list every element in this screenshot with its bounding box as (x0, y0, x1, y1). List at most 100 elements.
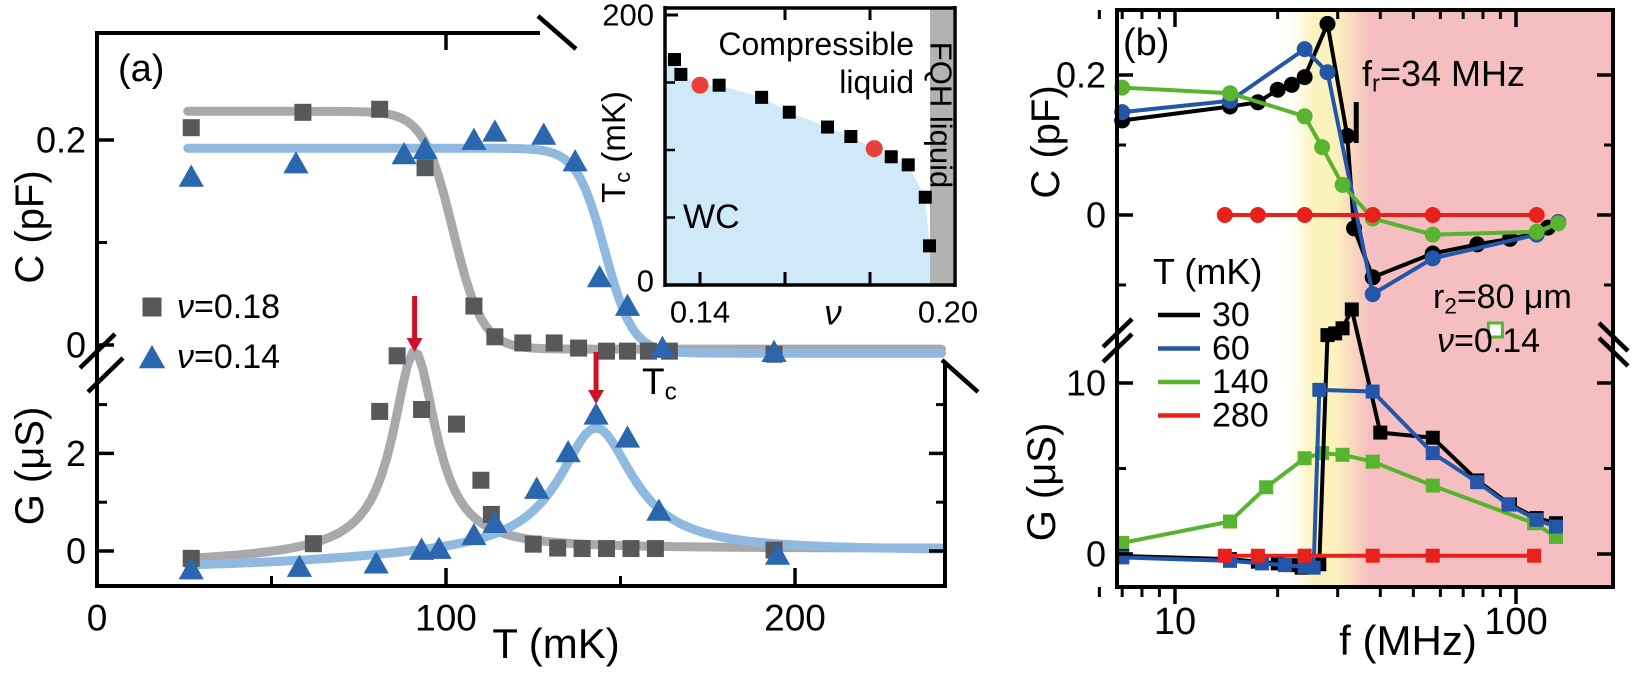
stray-open-square-marker (1486, 321, 1504, 339)
tick-label: 100 (415, 598, 477, 639)
data-point (1364, 286, 1381, 303)
tc-arrows (406, 296, 605, 404)
conductance-series-line-140mK (1120, 451, 1558, 545)
legend-label: 140 (1212, 363, 1269, 401)
data-point (884, 150, 898, 164)
panel-a-axes: 0 100 200 0.2 0 2 0 (36, 31, 947, 639)
panel-b-ylabel-conductance: G (μS) (1020, 422, 1064, 542)
data-point (1319, 64, 1336, 81)
nu-base: ν (1437, 322, 1454, 361)
data-point (1250, 548, 1265, 563)
fr-sub: r (1372, 70, 1380, 98)
data-point (524, 535, 542, 553)
data-point (416, 159, 434, 177)
filling-factor-annotation: ν=0.14 (1437, 322, 1540, 361)
data-point (1425, 478, 1440, 493)
data-point (1296, 69, 1313, 86)
data-point (1424, 250, 1441, 267)
data-point (764, 542, 791, 565)
data-point (482, 119, 508, 142)
tc-base: T (642, 360, 665, 402)
data-point (486, 328, 504, 346)
panel-a-legend: ν=0.18 ν=0.14 (138, 288, 280, 376)
data-point (363, 551, 389, 574)
resonance-frequency-annotation: fr=34 MHz (1362, 52, 1525, 98)
data-point (391, 141, 417, 165)
fr-base: f (1362, 52, 1373, 94)
data-point (1424, 207, 1441, 223)
data-point (918, 190, 932, 204)
data-point (583, 402, 609, 425)
data-point (304, 535, 322, 553)
data-point (1297, 548, 1312, 563)
legend-label: 280 (1212, 397, 1269, 435)
data-point (531, 122, 557, 145)
fr-suffix: =34 MHz (1379, 52, 1525, 94)
tc-sub: c (664, 378, 677, 406)
data-point (524, 476, 550, 499)
data-point (283, 151, 309, 174)
panel-a-ylabel-conductance: G (μS) (8, 406, 52, 526)
data-point (1277, 558, 1292, 573)
tick-label: 0.2 (1056, 55, 1106, 96)
data-point (178, 557, 204, 580)
data-point (821, 120, 834, 134)
data-point (1470, 475, 1485, 490)
data-point (1501, 497, 1516, 512)
data-point (865, 140, 883, 158)
data-point (1249, 207, 1266, 223)
data-point (472, 471, 490, 489)
legend-label: 60 (1212, 330, 1250, 368)
inset-ylabel: Tc (mK) (595, 91, 635, 203)
inset-wc-label: WC (683, 198, 740, 237)
tc-arrowhead (406, 338, 423, 352)
data-point (388, 347, 406, 365)
data-point (668, 53, 681, 67)
data-point (426, 536, 452, 559)
data-point (1319, 15, 1336, 32)
data-point (586, 264, 613, 288)
data-point (598, 540, 616, 558)
inset-axes: 0.14 0.20 200 0 (602, 0, 978, 330)
data-point (1528, 223, 1545, 240)
data-point (1365, 384, 1380, 399)
tick-label: 10 (1066, 363, 1106, 404)
tick-label: 0 (66, 531, 86, 572)
data-point (761, 339, 787, 363)
fit-curve-G-nu=0.14 (183, 423, 947, 570)
tick-label: 10 (1154, 601, 1196, 643)
data-point (923, 239, 936, 253)
data-point (1296, 108, 1313, 125)
tick-label: 100 (1484, 601, 1547, 643)
tick-label: 2 (66, 433, 86, 474)
data-point (622, 540, 640, 558)
tick-label: 0 (66, 325, 86, 366)
data-point (461, 127, 487, 150)
data-point (1223, 514, 1238, 529)
data-point (1334, 176, 1351, 193)
data-point (573, 540, 591, 558)
data-point (1425, 430, 1440, 445)
tick-label: 0 (1086, 195, 1106, 236)
data-point (712, 78, 726, 92)
data-point (1550, 215, 1567, 232)
tick-label: 0.2 (36, 120, 86, 161)
data-point (1314, 139, 1331, 156)
tick-label: 0 (87, 598, 108, 639)
data-point (294, 103, 312, 121)
legend-item: 140 (1158, 363, 1269, 401)
data-point (1335, 321, 1350, 336)
data-point (691, 76, 709, 94)
data-point (465, 297, 483, 315)
inset-compressible-label: Compressible liquid (718, 25, 914, 102)
data-point (408, 537, 435, 560)
tc-annotation: Tc (642, 360, 677, 406)
data-point (1217, 548, 1232, 563)
tick-label: 0.14 (670, 295, 730, 330)
data-point (1269, 81, 1286, 98)
data-point (1335, 447, 1350, 462)
axis-break-marks-a (78, 14, 980, 394)
